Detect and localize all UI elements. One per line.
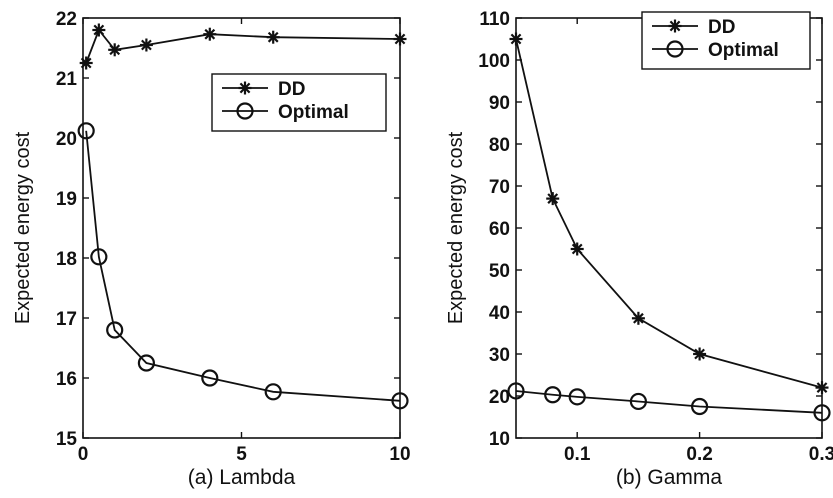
data-point-dd xyxy=(266,30,280,44)
data-point-optimal xyxy=(813,404,831,422)
y-axis-title: Expected energy cost xyxy=(12,131,34,324)
y-tick-label: 18 xyxy=(56,249,77,270)
data-point-dd xyxy=(79,56,93,70)
data-point-optimal xyxy=(544,386,562,404)
x-tick-label: 5 xyxy=(236,444,247,465)
data-point-dd xyxy=(546,192,560,206)
data-point-dd xyxy=(570,242,584,256)
data-point-dd xyxy=(203,27,217,41)
data-point-optimal xyxy=(137,354,155,372)
y-tick-label: 40 xyxy=(489,303,510,324)
y-tick-label: 100 xyxy=(478,51,510,72)
y-tick-label: 30 xyxy=(489,345,510,366)
panel-lambda: 15 16 17 18 19 20 21 22 0 5 10 (a) Lambda Expected e… xyxy=(12,9,411,489)
data-point-dd xyxy=(631,311,645,325)
y-tick-label: 19 xyxy=(56,189,77,210)
y-tick-label: 21 xyxy=(56,69,78,90)
x-tick-label: 10 xyxy=(389,444,410,465)
y-tick-label: 15 xyxy=(56,429,78,450)
data-point-optimal xyxy=(264,383,282,401)
y-tick-label: 10 xyxy=(489,429,510,450)
data-point-dd xyxy=(108,43,122,57)
legend-label-optimal: Optimal xyxy=(708,40,779,61)
data-point-dd xyxy=(693,347,707,361)
data-point-optimal xyxy=(201,369,219,387)
y-tick-label: 50 xyxy=(489,261,510,282)
y-tick-label: 60 xyxy=(489,219,510,240)
legend-label-dd: DD xyxy=(708,17,735,38)
series-line-optimal xyxy=(85,130,401,402)
data-point-dd xyxy=(815,381,829,395)
data-point-optimal xyxy=(690,397,709,416)
legend-label-optimal: Optimal xyxy=(278,102,349,123)
data-point-optimal xyxy=(106,321,124,339)
data-point-optimal xyxy=(507,382,525,400)
y-tick-label: 90 xyxy=(489,93,510,114)
data-point-dd xyxy=(509,32,523,46)
y-tick-label: 20 xyxy=(489,387,510,408)
series-line-dd xyxy=(515,38,823,389)
y-tick-label: 16 xyxy=(56,369,77,390)
x-axis-title: (a) Lambda xyxy=(188,466,296,489)
x-tick-label: 0.1 xyxy=(564,444,591,465)
legend-label-dd: DD xyxy=(278,79,305,100)
data-point-dd xyxy=(139,38,153,52)
y-tick-label: 17 xyxy=(56,309,77,330)
x-tick-label: 0.2 xyxy=(686,444,712,465)
y-tick-label: 20 xyxy=(56,129,77,150)
y-axis-title: Expected energy cost xyxy=(445,131,467,324)
data-point-optimal xyxy=(568,388,586,406)
x-tick-label: 0.3 xyxy=(809,444,833,465)
legend-marker-dd xyxy=(238,81,252,95)
legend-box xyxy=(641,11,811,70)
legend-marker-dd xyxy=(668,19,682,33)
x-tick-label: 0 xyxy=(78,444,89,465)
series-line-optimal xyxy=(515,390,823,414)
y-tick-label: 110 xyxy=(479,9,510,30)
y-tick-label: 80 xyxy=(489,135,510,156)
legend-marker-optimal xyxy=(236,102,254,120)
data-point-optimal xyxy=(77,122,95,140)
y-tick-label: 70 xyxy=(489,177,510,198)
panel-gamma: 10 20 30 40 50 60 70 80 90 100 110 0.1 0.2 0.3 (b) Gam… xyxy=(445,9,833,489)
y-tick-label: 22 xyxy=(56,9,77,30)
data-point-optimal xyxy=(391,392,409,410)
data-point-optimal xyxy=(90,248,108,266)
data-point-dd xyxy=(92,23,106,37)
x-axis-title: (b) Gamma xyxy=(616,466,723,489)
data-point-optimal xyxy=(629,392,648,411)
legend-marker-optimal xyxy=(666,40,684,58)
data-point-dd xyxy=(393,32,407,46)
